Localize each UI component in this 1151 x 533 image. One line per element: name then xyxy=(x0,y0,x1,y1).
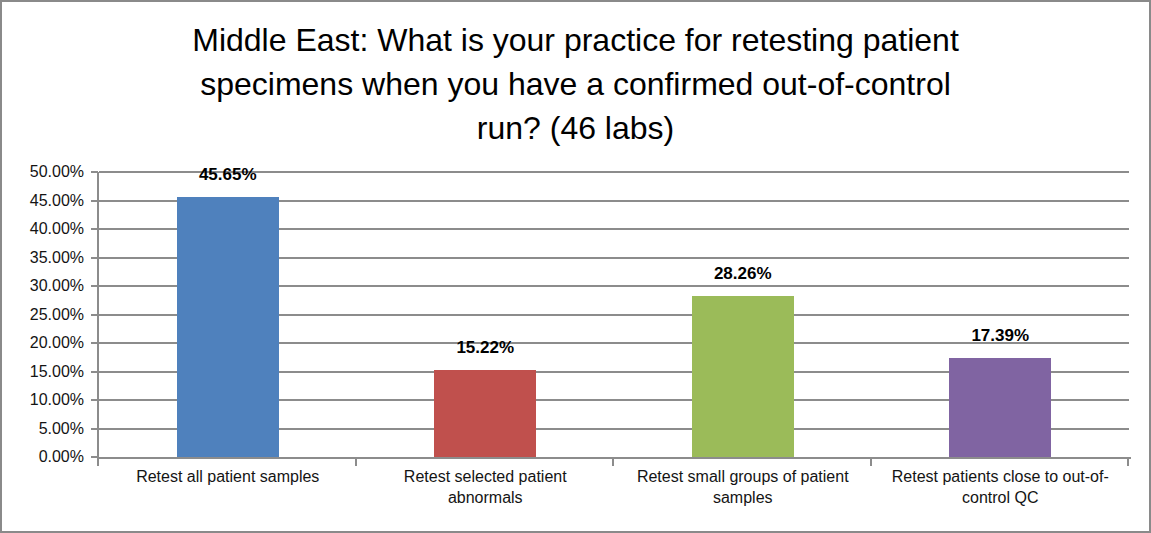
y-axis-tick-label: 30.00% xyxy=(2,277,84,295)
y-axis-tick-label: 15.00% xyxy=(2,363,84,381)
x-axis-tick xyxy=(870,459,872,466)
y-axis-tick-label: 5.00% xyxy=(2,420,84,438)
y-axis-tick-label: 35.00% xyxy=(2,249,84,267)
y-axis-tick-label: 10.00% xyxy=(2,391,84,409)
x-axis-tick xyxy=(612,459,614,466)
bar-value-label: 28.26% xyxy=(614,264,872,284)
y-axis-tick xyxy=(91,257,98,259)
x-axis-tick xyxy=(355,459,357,466)
y-axis-tick xyxy=(91,399,98,401)
x-axis-category-label: Retest all patient samples xyxy=(110,466,346,487)
y-axis-tick xyxy=(91,371,98,373)
x-axis-tick xyxy=(1127,459,1129,466)
y-axis-tick xyxy=(91,228,98,230)
y-axis-tick xyxy=(91,171,98,173)
y-axis-tick xyxy=(91,314,98,316)
chart-title-line-3: run? (46 labs) xyxy=(2,106,1149,150)
bar-slot: 45.65% xyxy=(99,172,357,457)
y-axis-tick xyxy=(91,200,98,202)
chart-frame: Middle East: What is your practice for r… xyxy=(0,0,1151,533)
y-axis-tick xyxy=(91,428,98,430)
bar xyxy=(692,296,794,457)
x-axis-line xyxy=(97,457,1131,459)
bar-value-label: 15.22% xyxy=(357,338,615,358)
chart-title-line-2: specimens when you have a confirmed out-… xyxy=(2,62,1149,106)
bar-value-label: 17.39% xyxy=(872,326,1130,346)
x-axis-category-label: Retest selected patient abnormals xyxy=(367,466,603,508)
bar-value-label: 45.65% xyxy=(99,165,357,185)
y-axis-line xyxy=(97,172,99,459)
plot-area: 45.65%15.22% 28.26% 17.39% xyxy=(99,172,1129,457)
y-axis-tick-label: 45.00% xyxy=(2,192,84,210)
bar xyxy=(949,358,1051,457)
y-axis-tick-label: 40.00% xyxy=(2,220,84,238)
y-axis-tick xyxy=(91,285,98,287)
x-axis-tick xyxy=(97,459,99,466)
bar-slot: 28.26% xyxy=(614,172,872,457)
bar xyxy=(434,370,536,457)
y-axis-tick-label: 0.00% xyxy=(2,448,84,466)
y-axis-tick-label: 50.00% xyxy=(2,163,84,181)
bar-slot: 17.39% xyxy=(872,172,1130,457)
y-axis-tick xyxy=(91,342,98,344)
y-axis-tick xyxy=(91,456,98,458)
bar-slot: 15.22% xyxy=(357,172,615,457)
chart-title-line-1: Middle East: What is your practice for r… xyxy=(2,18,1149,62)
bar xyxy=(177,197,279,457)
y-axis-tick-label: 20.00% xyxy=(2,334,84,352)
x-axis-category-label: Retest patients close to out-of-control … xyxy=(882,466,1118,508)
chart-title: Middle East: What is your practice for r… xyxy=(2,18,1149,150)
y-axis-tick-label: 25.00% xyxy=(2,306,84,324)
x-axis-category-label: Retest small groups of patient samples xyxy=(625,466,861,508)
